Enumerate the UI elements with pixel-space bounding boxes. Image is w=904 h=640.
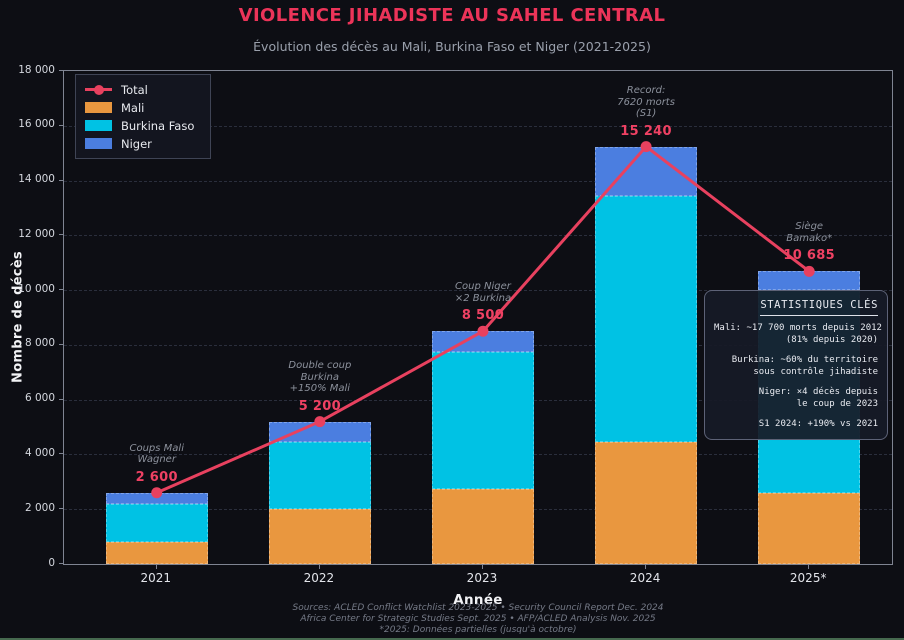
y-tick-mark xyxy=(59,179,63,181)
stats-spacer xyxy=(714,411,878,418)
x-tick-label-2022: 2022 xyxy=(303,571,335,585)
y-tick-mark xyxy=(59,563,63,564)
bar-segment-burkina-faso-2021 xyxy=(105,503,208,543)
stats-spacer xyxy=(714,347,878,354)
legend-item-label: Burkina Faso xyxy=(121,118,195,133)
x-tick-label-2021: 2021 xyxy=(140,571,172,585)
x-tick-label-2023: 2023 xyxy=(466,571,498,585)
stats-line: (81% depuis 2020) xyxy=(785,335,878,345)
total-point-2025 xyxy=(803,265,815,277)
legend-item-label: Total xyxy=(121,82,148,97)
gridline-16000 xyxy=(64,125,892,127)
total-line-chart xyxy=(151,141,815,499)
y-tick-mark xyxy=(59,289,63,291)
x-axis-label: Année xyxy=(453,592,503,608)
y-tick-label: 0 xyxy=(48,556,55,569)
total-value-label-2025: 10 685 xyxy=(783,248,835,264)
x-tick-mark xyxy=(645,565,647,569)
y-tick-label: 8 000 xyxy=(24,337,55,350)
key-stats-title: STATISTIQUES CLÉS xyxy=(760,299,878,311)
stats-line: Mali: ~17 700 morts depuis 2012 xyxy=(714,322,882,333)
y-tick-mark xyxy=(59,508,63,510)
x-tick-mark xyxy=(318,565,320,569)
stats-line: le coup de 2023 xyxy=(796,399,878,409)
y-tick-mark xyxy=(59,124,63,126)
stats-line: sous contrôle jihadiste xyxy=(753,367,878,377)
y-tick-mark xyxy=(59,343,63,345)
gridline-10000 xyxy=(64,290,892,292)
legend-item-burkina-faso: Burkina Faso xyxy=(85,118,194,133)
total-value-label-2023: 8 500 xyxy=(461,308,505,324)
annotation-2022: Double coup Burkina +150% Mali xyxy=(288,360,352,395)
total-value-label-2022: 5 200 xyxy=(298,398,341,414)
x-tick-label-2025: 2025* xyxy=(789,571,827,585)
total-point-2021 xyxy=(151,487,163,499)
page-title: VIOLENCE JIHADISTE AU SAHEL CENTRAL xyxy=(238,5,666,26)
y-tick-label: 18 000 xyxy=(18,63,55,76)
legend-item-label: Mali xyxy=(121,100,145,115)
y-tick-label: 2 000 xyxy=(24,501,55,514)
bar-segment-mali-2025 xyxy=(758,492,861,564)
y-tick-label: 14 000 xyxy=(18,173,55,186)
annotation-2023: Coup Niger ×2 Burkina xyxy=(454,281,512,304)
bar-segment-mali-2023 xyxy=(431,488,534,564)
chart-subtitle: Évolution des décès au Mali, Burkina Fas… xyxy=(253,39,651,54)
y-axis-label: Nombre de décès xyxy=(10,251,26,383)
sources-line: Africa Center for Strategic Studies Sept… xyxy=(300,614,656,624)
legend-item-total: Total xyxy=(85,82,194,97)
bar-segment-burkina-faso-2023 xyxy=(431,351,534,489)
y-tick-label: 16 000 xyxy=(18,118,55,131)
total-value-label-2024: 15 240 xyxy=(620,123,672,139)
y-tick-label: 12 000 xyxy=(18,227,55,240)
gridline-12000 xyxy=(64,235,892,237)
y-tick-label: 6 000 xyxy=(24,392,55,405)
stats-line: S1 2024: +190% vs 2021 xyxy=(758,418,878,429)
y-tick-mark xyxy=(59,453,63,455)
sources-line: Sources: ACLED Conflict Watchlist 2023-2… xyxy=(292,603,664,613)
bar-segment-burkina-faso-2024 xyxy=(595,195,698,443)
total-value-label-2021: 2 600 xyxy=(135,469,178,485)
sources-line: *2025: Données partielles (jusqu'à octob… xyxy=(379,625,577,635)
legend-line-marker-icon xyxy=(85,84,112,95)
y-tick-label: 10 000 xyxy=(18,282,55,295)
x-tick-mark xyxy=(808,565,810,569)
legend-swatch-icon xyxy=(85,138,112,149)
x-tick-label-2024: 2024 xyxy=(629,571,661,585)
stats-line: Burkina: ~60% du territoire xyxy=(731,354,878,365)
y-tick-label: 4 000 xyxy=(24,446,55,459)
y-tick-mark xyxy=(59,398,63,400)
total-point-2022 xyxy=(314,416,326,428)
plot-area: 2 600 Coups Mali Wagner 5 200 Double coup Bur… xyxy=(63,70,893,565)
total-point-2024 xyxy=(640,141,652,153)
key-stats-divider xyxy=(759,314,878,316)
sources-note: Sources: ACLED Conflict Watchlist 2023-2… xyxy=(63,603,893,636)
legend-swatch-icon xyxy=(85,102,112,113)
key-stats-panel: STATISTIQUES CLÉS Mali: ~17 700 morts de… xyxy=(704,290,888,440)
total-point-2023 xyxy=(477,325,489,337)
x-tick-mark xyxy=(155,565,157,569)
annotation-2021: Coups Mali Wagner xyxy=(129,442,184,466)
bar-segment-mali-2022 xyxy=(268,509,371,564)
x-tick-mark xyxy=(481,565,483,569)
y-tick-mark xyxy=(59,234,63,236)
bar-segment-mali-2021 xyxy=(105,542,208,564)
y-tick-mark xyxy=(59,70,63,71)
chart-legend: Total Mali Burkina Faso Niger xyxy=(75,74,212,159)
stats-line: Niger: ×4 décès depuis xyxy=(758,386,878,397)
legend-item-label: Niger xyxy=(121,136,152,151)
legend-item-mali: Mali xyxy=(85,100,194,115)
bar-segment-burkina-faso-2022 xyxy=(268,442,371,510)
annotation-2024: Record: 7620 morts (S1) xyxy=(617,85,675,120)
annotation-2025: Siège Bamako* xyxy=(786,221,833,244)
bottom-accent-strip xyxy=(0,638,904,640)
legend-swatch-icon xyxy=(85,120,112,131)
gridline-14000 xyxy=(64,180,892,182)
bar-segment-mali-2024 xyxy=(595,442,698,564)
legend-item-niger: Niger xyxy=(85,136,194,151)
stats-spacer xyxy=(714,379,878,386)
